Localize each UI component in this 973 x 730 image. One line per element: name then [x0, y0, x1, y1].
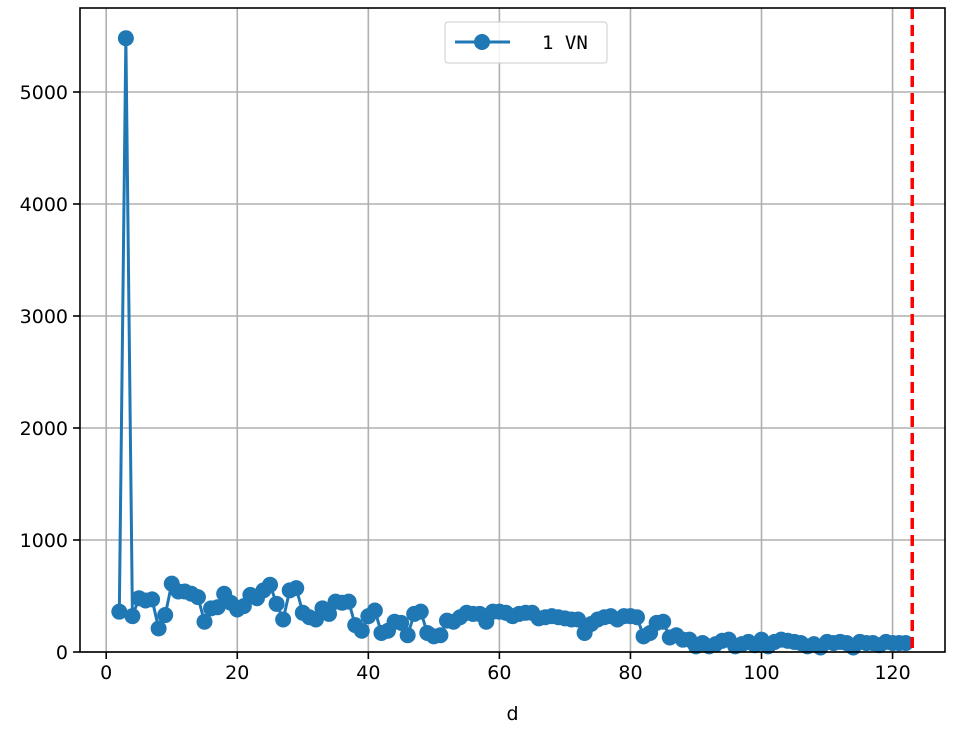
data-point — [353, 622, 370, 639]
plot-frame — [79, 7, 946, 653]
data-point — [897, 635, 914, 652]
y-tick-label: 2000 — [20, 418, 68, 440]
y-tick-label: 5000 — [20, 82, 68, 104]
x-tick-label: 40 — [356, 662, 380, 684]
x-tick-label: 80 — [618, 662, 642, 684]
data-point — [157, 607, 174, 624]
tick-layer: 0 20 40 60 80 100 120 0 1000 2000 3000 4000 5000 — [20, 82, 911, 684]
data-point — [150, 620, 167, 637]
data-point — [399, 627, 416, 644]
x-tick-label: 0 — [100, 662, 112, 684]
legend: 1 VN — [444, 21, 608, 64]
data-point — [366, 602, 383, 619]
data-point — [111, 603, 128, 620]
data-point — [189, 589, 206, 606]
data-point — [288, 580, 305, 597]
data-point — [655, 613, 672, 630]
data-point — [432, 627, 449, 644]
data-point — [124, 608, 141, 625]
x-axis-label: d — [506, 703, 518, 725]
x-tick-label: 60 — [487, 662, 511, 684]
x-tick-label: 120 — [874, 662, 910, 684]
data-point — [275, 611, 292, 628]
data-point — [262, 576, 279, 593]
legend-dot-marker — [474, 34, 490, 50]
data-point — [268, 595, 285, 612]
series-layer — [111, 30, 914, 656]
data-point — [393, 614, 410, 631]
legend-label: 1 VN — [542, 32, 588, 54]
data-point — [570, 611, 587, 628]
data-point — [117, 30, 134, 47]
data-point — [340, 593, 357, 610]
data-point — [629, 609, 646, 626]
y-tick-label: 3000 — [20, 306, 68, 328]
y-tick-label: 4000 — [20, 194, 68, 216]
x-tick-label: 20 — [225, 662, 249, 684]
legend-box — [444, 21, 608, 64]
data-point — [196, 613, 213, 630]
grid-layer — [80, 8, 945, 653]
data-point — [412, 603, 429, 620]
data-point — [209, 599, 226, 616]
x-tick-label: 100 — [743, 662, 779, 684]
y-tick-label: 1000 — [20, 530, 68, 552]
data-point — [321, 605, 338, 622]
y-tick-label: 0 — [56, 642, 68, 664]
data-point — [144, 591, 161, 608]
